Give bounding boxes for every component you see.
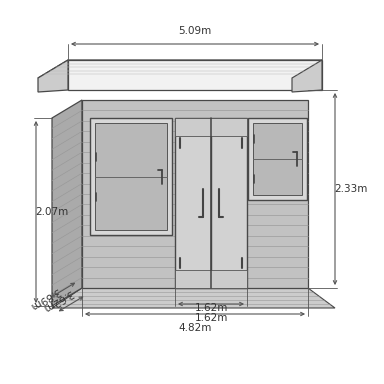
Text: 1.62m: 1.62m: [194, 303, 228, 313]
Polygon shape: [38, 60, 322, 78]
Polygon shape: [82, 100, 308, 288]
Polygon shape: [175, 118, 247, 136]
Text: 3.62m: 3.62m: [40, 287, 74, 313]
Text: 3.89m: 3.89m: [28, 285, 62, 311]
Text: 2.07m: 2.07m: [35, 207, 69, 217]
Polygon shape: [95, 123, 167, 230]
Polygon shape: [52, 288, 335, 308]
Polygon shape: [52, 100, 82, 306]
Polygon shape: [68, 60, 322, 90]
Polygon shape: [253, 123, 302, 195]
Polygon shape: [175, 118, 211, 288]
Text: 2.33m: 2.33m: [334, 184, 368, 194]
Polygon shape: [90, 118, 172, 235]
Polygon shape: [292, 60, 322, 92]
Polygon shape: [175, 270, 247, 288]
Text: 1.62m: 1.62m: [194, 313, 228, 323]
Text: 5.09m: 5.09m: [179, 26, 212, 36]
Polygon shape: [211, 118, 247, 288]
Text: 4.82m: 4.82m: [178, 323, 212, 333]
Polygon shape: [38, 60, 68, 92]
Polygon shape: [248, 118, 307, 200]
